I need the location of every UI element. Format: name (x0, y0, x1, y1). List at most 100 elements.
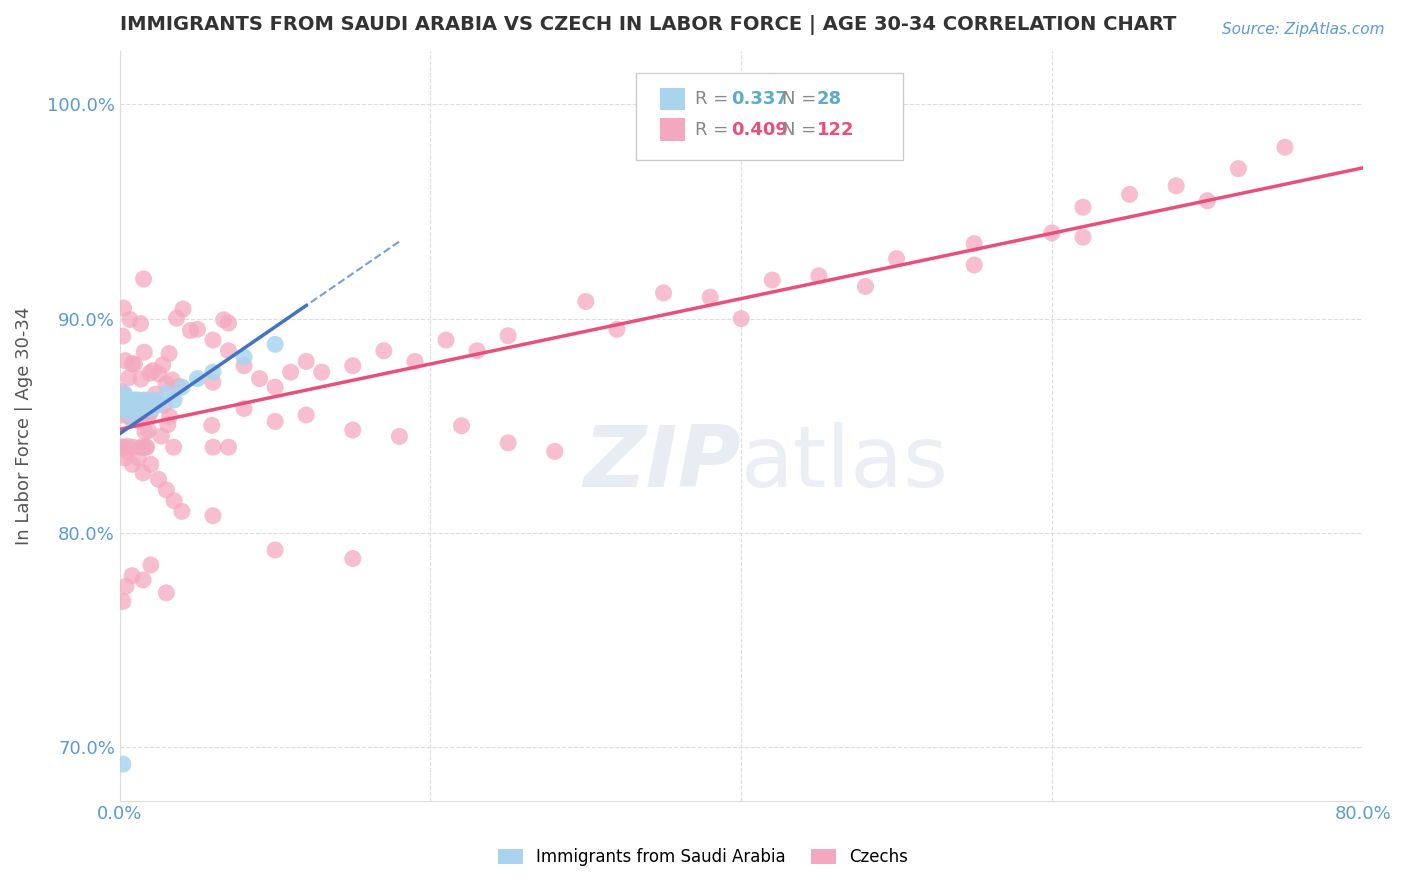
Point (170, 504, 193, 518)
Point (134, 425, 156, 439)
Point (155, 376, 177, 391)
Point (127, 413, 149, 427)
FancyBboxPatch shape (636, 73, 903, 160)
Point (450, 418, 472, 433)
Point (963, 258, 986, 272)
Point (125, 397, 148, 411)
Point (110, 408, 132, 422)
Point (170, 380, 193, 394)
Point (111, 594, 134, 608)
Point (342, 423, 364, 437)
Point (111, 387, 134, 401)
Point (135, 398, 157, 412)
Point (652, 285, 675, 300)
Point (172, 301, 194, 316)
Bar (661, 119, 685, 141)
Point (202, 440, 225, 454)
Point (112, 301, 135, 315)
Point (1227, 161, 1250, 176)
Point (132, 401, 155, 416)
Point (131, 400, 153, 414)
Point (111, 329, 134, 343)
Point (111, 440, 134, 454)
Text: atlas: atlas (741, 422, 949, 505)
Point (136, 397, 159, 411)
Point (1040, 226, 1063, 240)
Point (163, 493, 186, 508)
Point (153, 398, 176, 412)
Point (179, 324, 201, 338)
Point (186, 322, 208, 336)
Point (142, 392, 165, 407)
Point (110, 401, 132, 416)
Point (186, 371, 208, 385)
Point (148, 472, 170, 486)
Point (127, 396, 149, 410)
Point (118, 401, 141, 416)
Legend: Immigrants from Saudi Arabia, Czechs: Immigrants from Saudi Arabia, Czechs (489, 840, 917, 875)
Point (124, 392, 146, 407)
Point (152, 358, 174, 372)
Point (249, 371, 271, 385)
Point (115, 401, 138, 416)
Point (122, 401, 145, 416)
Point (886, 252, 908, 266)
Point (139, 458, 162, 472)
Point (148, 397, 170, 411)
Point (127, 403, 149, 417)
Point (342, 359, 364, 373)
Point (121, 392, 143, 407)
Point (138, 403, 160, 417)
Point (606, 322, 628, 336)
Point (295, 354, 318, 368)
Point (134, 345, 156, 359)
Point (132, 573, 155, 587)
Point (110, 384, 132, 399)
Point (218, 343, 240, 358)
Point (201, 365, 224, 379)
Point (264, 380, 287, 394)
Point (963, 236, 986, 251)
Point (807, 268, 830, 283)
Point (201, 508, 224, 523)
Point (157, 346, 180, 360)
Point (117, 392, 139, 407)
Point (138, 424, 160, 438)
Point (496, 328, 519, 343)
Point (132, 466, 155, 480)
Point (233, 350, 256, 364)
Point (121, 413, 143, 427)
Point (404, 354, 426, 368)
Point (114, 353, 136, 368)
Point (163, 392, 186, 407)
Point (115, 579, 138, 593)
Point (112, 450, 135, 465)
Point (127, 409, 149, 423)
Text: 122: 122 (817, 120, 855, 138)
Point (127, 450, 149, 465)
Point (162, 373, 184, 387)
Text: N =: N = (782, 120, 823, 138)
Point (131, 440, 153, 454)
Text: Source: ZipAtlas.com: Source: ZipAtlas.com (1222, 22, 1385, 37)
Text: 0.337: 0.337 (731, 90, 789, 108)
Point (212, 313, 235, 327)
Text: R =: R = (695, 120, 734, 138)
Point (139, 404, 162, 418)
Point (111, 757, 134, 772)
Point (163, 440, 186, 454)
Point (150, 429, 173, 443)
Point (575, 294, 598, 309)
Point (434, 333, 457, 347)
Point (111, 392, 134, 407)
Point (138, 409, 160, 423)
Point (121, 357, 143, 371)
Point (264, 414, 287, 428)
Point (117, 444, 139, 458)
Point (342, 551, 364, 566)
Point (118, 409, 141, 423)
Point (135, 440, 157, 454)
Point (117, 439, 139, 453)
Point (155, 586, 177, 600)
Point (388, 429, 411, 443)
